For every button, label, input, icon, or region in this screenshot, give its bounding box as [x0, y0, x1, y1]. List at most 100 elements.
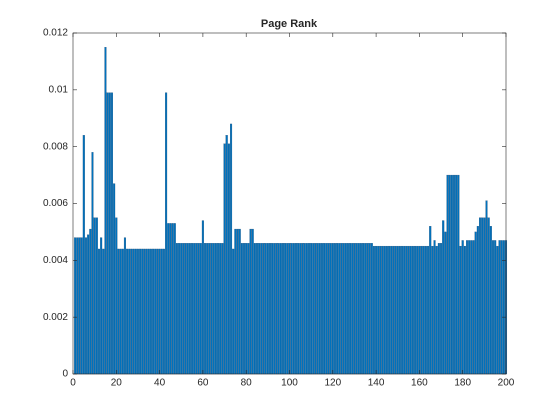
- bar: [284, 243, 287, 375]
- bar: [414, 245, 417, 375]
- bar: [379, 245, 382, 375]
- bar: [437, 243, 440, 375]
- bar: [210, 243, 213, 375]
- bar: [204, 243, 207, 375]
- bar: [450, 174, 453, 375]
- bar: [349, 243, 352, 375]
- bar: [76, 237, 79, 375]
- bar: [359, 243, 362, 375]
- bar: [336, 243, 339, 375]
- bar: [422, 245, 425, 375]
- bar: [225, 135, 228, 375]
- bar: [440, 243, 443, 375]
- bar: [197, 243, 200, 375]
- bar: [236, 228, 239, 375]
- bar: [427, 245, 430, 375]
- bar: [353, 243, 356, 375]
- bar: [186, 243, 189, 375]
- bar: [320, 243, 323, 375]
- bar: [247, 243, 250, 375]
- bar: [251, 228, 254, 375]
- bar: [327, 243, 330, 375]
- bar: [123, 237, 126, 375]
- bar: [377, 245, 380, 375]
- bar: [93, 217, 96, 375]
- bar: [132, 248, 135, 375]
- bar: [496, 245, 499, 375]
- bar: [338, 243, 341, 375]
- bar: [126, 248, 129, 375]
- bar: [117, 248, 120, 375]
- bar: [106, 92, 109, 375]
- bar: [171, 223, 174, 375]
- y-tick-label: 0.01: [49, 84, 69, 95]
- bar: [145, 248, 148, 375]
- bar: [74, 237, 77, 375]
- bar: [178, 243, 181, 375]
- bar: [277, 243, 280, 375]
- bar: [119, 248, 122, 375]
- bar: [245, 243, 248, 375]
- bar: [223, 143, 226, 375]
- x-tick-label: 40: [154, 378, 166, 389]
- bar: [331, 243, 334, 375]
- bar: [91, 152, 94, 375]
- bar: [208, 243, 211, 375]
- bar: [429, 226, 432, 375]
- bar: [316, 243, 319, 375]
- bar: [271, 243, 274, 375]
- bar: [184, 243, 187, 375]
- bar: [180, 243, 183, 375]
- bar: [286, 243, 289, 375]
- bar: [364, 243, 367, 375]
- bar: [292, 243, 295, 375]
- bar: [498, 240, 501, 375]
- x-tick-label: 120: [324, 378, 341, 389]
- bar: [152, 248, 155, 375]
- bar: [130, 248, 133, 375]
- bar: [392, 245, 395, 375]
- bar: [491, 240, 495, 375]
- bar: [214, 243, 217, 375]
- bar: [188, 243, 191, 375]
- bar: [346, 243, 349, 375]
- bar: [266, 243, 269, 375]
- bar: [156, 248, 159, 375]
- bar: [483, 217, 486, 375]
- bar: [433, 240, 436, 375]
- bar: [260, 243, 263, 375]
- bar: [409, 245, 412, 375]
- bar: [221, 243, 224, 375]
- bar: [394, 245, 397, 375]
- y-tick-label: 0.004: [43, 255, 68, 266]
- bar: [375, 245, 378, 375]
- bar: [370, 243, 373, 375]
- bar: [199, 243, 202, 375]
- bar: [305, 243, 308, 375]
- bar: [459, 245, 462, 375]
- bar: [431, 245, 434, 375]
- bar: [110, 92, 113, 375]
- chart-title: Page Rank: [261, 18, 318, 30]
- x-tick-label: 20: [111, 378, 123, 389]
- bar: [442, 220, 445, 375]
- bar: [448, 174, 451, 375]
- bar: [182, 243, 185, 375]
- bar: [136, 248, 139, 375]
- bar: [342, 243, 345, 375]
- bar: [303, 243, 306, 375]
- bar: [420, 245, 423, 375]
- bar: [249, 228, 252, 375]
- bar: [162, 248, 165, 375]
- bar: [435, 245, 438, 375]
- bar: [307, 243, 311, 375]
- bar: [424, 245, 427, 375]
- bar: [485, 200, 488, 375]
- bar: [466, 240, 469, 375]
- bar: [472, 240, 475, 375]
- bar: [230, 123, 233, 375]
- bar: [169, 223, 172, 375]
- bar: [143, 248, 146, 375]
- bar: [329, 243, 332, 375]
